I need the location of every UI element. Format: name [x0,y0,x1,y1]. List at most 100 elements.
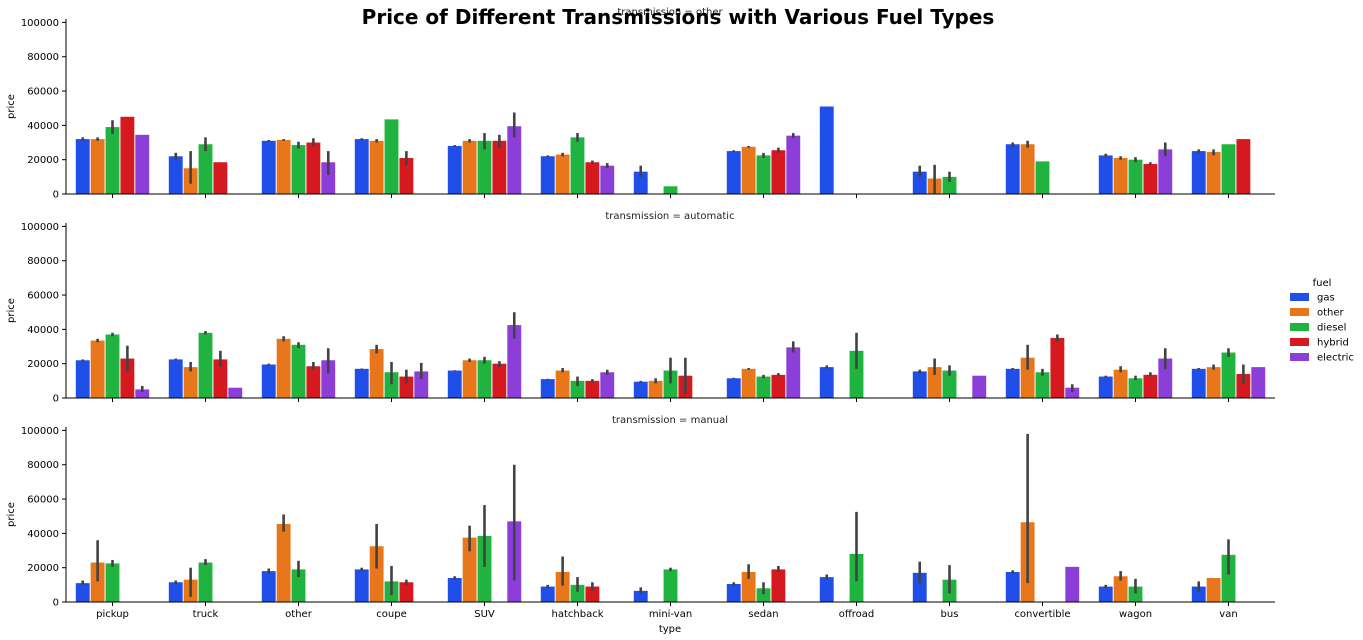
y-tick-label: 20000 [27,359,59,370]
bar-other-wagon [1113,369,1128,398]
bar-other-coupe [369,140,384,194]
facet-label: transmission = other [617,7,723,18]
bar-diesel-sedan [756,376,771,398]
bar-gas-hatchback [540,586,555,602]
bar-diesel-other [291,145,306,194]
bar-gas-offroad [819,367,834,398]
bar-gas-hatchback [540,379,555,398]
x-tick-label: other [285,609,313,620]
y-tick-label: 20000 [27,155,59,166]
y-axis-label: price [6,502,17,527]
bar-hybrid-van [1236,373,1251,398]
y-tick-label: 0 [53,598,59,609]
bar-gas-sedan [726,151,741,194]
bar-gas-bus [912,572,927,602]
bar-hybrid-hatchback [585,162,600,194]
bar-gas-convertible [1005,368,1020,398]
bar-gas-coupe [354,368,369,398]
bar-diesel-hatchback [570,584,585,602]
bar-other-hatchback [555,370,570,398]
bar-hybrid-truck [213,162,228,194]
legend-label-gas: gas [1317,293,1335,304]
y-tick-label: 0 [53,190,59,201]
bar-diesel-coupe [384,119,399,194]
bar-hybrid-pickup [120,116,135,194]
bar-gas-pickup [75,139,90,194]
legend: fuel gas other diesel hybrid electric [1290,278,1354,364]
bar-other-convertible [1020,357,1035,398]
y-tick-label: 60000 [27,291,59,302]
bar-gas-coupe [354,569,369,602]
bar-other-bus [927,367,942,398]
bar-hybrid-SUV [492,140,507,194]
bar-diesel-other [291,569,306,602]
bar-diesel-van [1221,352,1236,398]
facet-1: transmission = automatic price 0 20000 40000… [6,211,1275,405]
bar-hybrid-sedan [771,569,786,602]
bar-hybrid-sedan [771,374,786,398]
bar-electric-sedan [786,347,801,398]
bar-gas-truck [168,359,183,398]
bar-gas-wagon [1098,586,1113,602]
bar-gas-wagon [1098,155,1113,194]
bar-electric-pickup [135,389,150,398]
bar-gas-van [1191,586,1206,602]
y-tick-label: 20000 [27,563,59,574]
bar-electric-wagon [1158,358,1173,398]
bar-hybrid-wagon [1143,163,1158,194]
bar-electric-convertible [1065,566,1080,602]
bar-electric-truck [228,387,243,398]
bar-gas-truck [168,582,183,602]
legend-swatch-electric [1290,353,1309,361]
bar-gas-offroad [819,106,834,194]
x-tick-label: truck [193,609,219,620]
bar-electric-van [1251,367,1266,398]
bar-other-SUV [462,140,477,194]
bar-other-other [276,139,291,194]
bar-gas-SUV [447,370,462,398]
bar-other-sedan [741,146,756,194]
legend-swatch-other [1290,308,1309,316]
y-tick-label: 40000 [27,121,59,132]
bar-gas-sedan [726,378,741,398]
bar-diesel-pickup [105,334,120,398]
bar-gas-van [1191,151,1206,194]
y-tick-label: 100000 [21,18,59,29]
bar-hybrid-other [306,142,321,194]
bar-diesel-hatchback [570,137,585,194]
x-tick-label: pickup [96,609,129,620]
bar-electric-other [321,162,336,194]
bar-diesel-truck [198,332,213,398]
x-tick-label: mini-van [649,609,692,620]
bar-diesel-truck [198,144,213,194]
bar-gas-sedan [726,583,741,602]
y-tick-label: 40000 [27,529,59,540]
y-tick-label: 80000 [27,52,59,63]
bar-hybrid-coupe [399,582,414,602]
bar-diesel-convertible [1035,161,1050,194]
x-tick-label: wagon [1119,609,1152,620]
bar-other-other [276,523,291,602]
bar-hybrid-coupe [399,376,414,398]
bar-diesel-convertible [1035,372,1050,398]
bar-other-coupe [369,349,384,398]
y-tick-label: 80000 [27,460,59,471]
bar-other-convertible [1020,144,1035,194]
bar-electric-bus [972,375,987,398]
bar-hybrid-sedan [771,150,786,194]
bar-other-truck [183,367,198,398]
y-tick-label: 80000 [27,256,59,267]
bar-diesel-van [1221,144,1236,194]
bar-gas-other [261,140,276,194]
y-tick-label: 60000 [27,495,59,506]
bar-hybrid-wagon [1143,374,1158,398]
x-tick-label: coupe [376,609,406,620]
bar-diesel-mini-van [663,370,678,398]
bar-diesel-mini-van [663,186,678,194]
bar-gas-wagon [1098,376,1113,398]
bar-diesel-bus [942,176,957,194]
x-tick-label: van [1219,609,1237,620]
bar-electric-coupe [414,371,429,398]
bar-other-van [1206,577,1221,602]
